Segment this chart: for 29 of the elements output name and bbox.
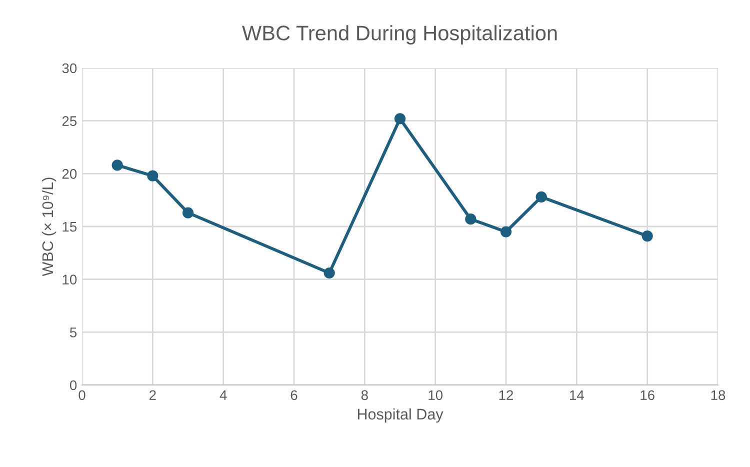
point (182, 207, 194, 218)
point (465, 214, 476, 225)
x-tick-label: 6 (290, 390, 298, 400)
point (324, 267, 335, 279)
x-tick-label: 14 (570, 390, 584, 400)
y-axis-title: WBC (× 10⁹/L) (42, 178, 56, 276)
point (536, 191, 547, 202)
x-tick-label: 0 (78, 390, 86, 400)
y-tick-label: 25 (62, 116, 77, 126)
y-tick-label: 10 (62, 274, 77, 285)
y-tick-label: 15 (62, 222, 77, 232)
point (500, 226, 512, 238)
y-tick-label: 0 (70, 380, 77, 390)
x-tick-label: 18 (711, 390, 726, 400)
x-tick-label: 8 (361, 390, 368, 400)
x-tick-label: 4 (220, 390, 227, 400)
x-tick-label: 10 (428, 390, 443, 400)
x-tick-label: 12 (499, 390, 514, 400)
point (147, 170, 158, 182)
point (394, 113, 406, 124)
x-tick-label: 2 (150, 390, 156, 400)
x-axis-title: Hospital Day (358, 408, 444, 423)
point (642, 230, 653, 242)
point (112, 160, 123, 171)
y-tick-label: 5 (70, 328, 77, 338)
y-tick-label: 20 (62, 169, 77, 179)
x-tick-label: 16 (640, 390, 654, 400)
y-tick-label: 30 (62, 63, 77, 74)
chart-title: WBC Trend During Hospitalization (242, 25, 557, 45)
